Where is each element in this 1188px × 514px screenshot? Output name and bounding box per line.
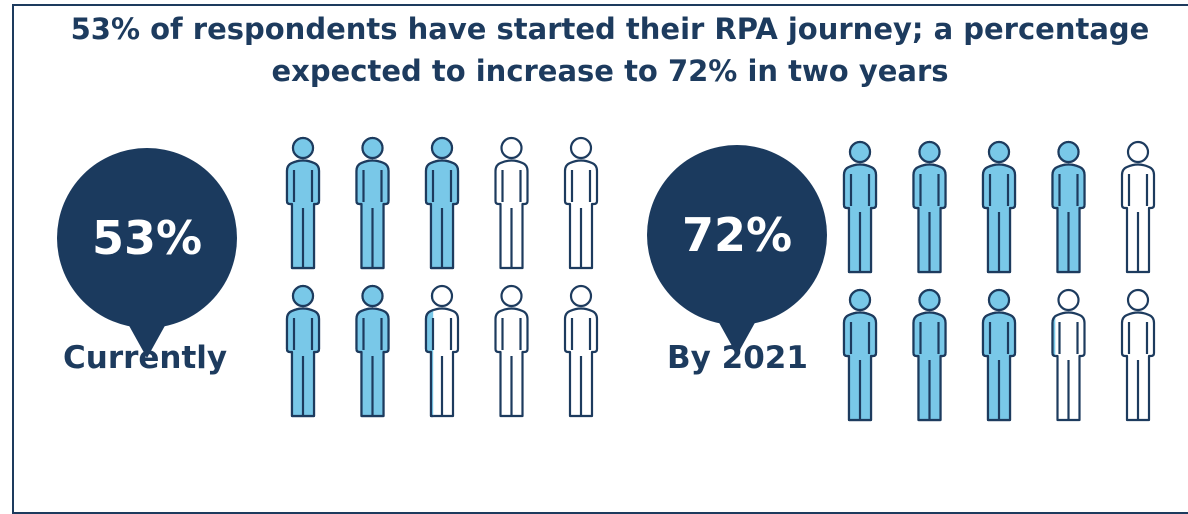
person-icon — [981, 288, 1017, 422]
person-icon — [563, 284, 599, 418]
current-percentage-bubble: 53% — [57, 148, 237, 358]
future-people-grid — [842, 140, 1156, 422]
person-icon — [912, 140, 947, 274]
title-line-1: 53% of respondents have started their RP… — [70, 12, 1150, 46]
person-icon — [842, 140, 878, 274]
person-icon — [912, 288, 947, 422]
person-icon — [424, 136, 460, 270]
person-icon — [842, 288, 878, 422]
person-icon — [1120, 288, 1156, 422]
person-icon — [494, 284, 529, 418]
person-icon — [355, 284, 390, 418]
person-icon — [355, 136, 390, 270]
person-icon — [1120, 140, 1156, 274]
person-icon — [1051, 288, 1086, 422]
person-icon — [981, 140, 1017, 274]
person-icon — [1051, 140, 1086, 274]
current-percentage-value: 53% — [91, 211, 203, 265]
person-icon — [424, 284, 460, 418]
chart-title: 53% of respondents have started their RP… — [30, 8, 1188, 92]
person-icon — [285, 136, 321, 270]
future-percentage-bubble: 72% — [647, 145, 827, 355]
future-percentage-value: 72% — [681, 208, 793, 262]
future-label: By 2021 — [667, 340, 808, 376]
person-icon — [285, 284, 321, 418]
current-label: Currently — [63, 340, 228, 376]
person-icon — [494, 136, 529, 270]
title-line-2: expected to increase to 72% in two years — [271, 54, 949, 88]
current-people-grid — [285, 136, 599, 418]
person-icon — [563, 136, 599, 270]
